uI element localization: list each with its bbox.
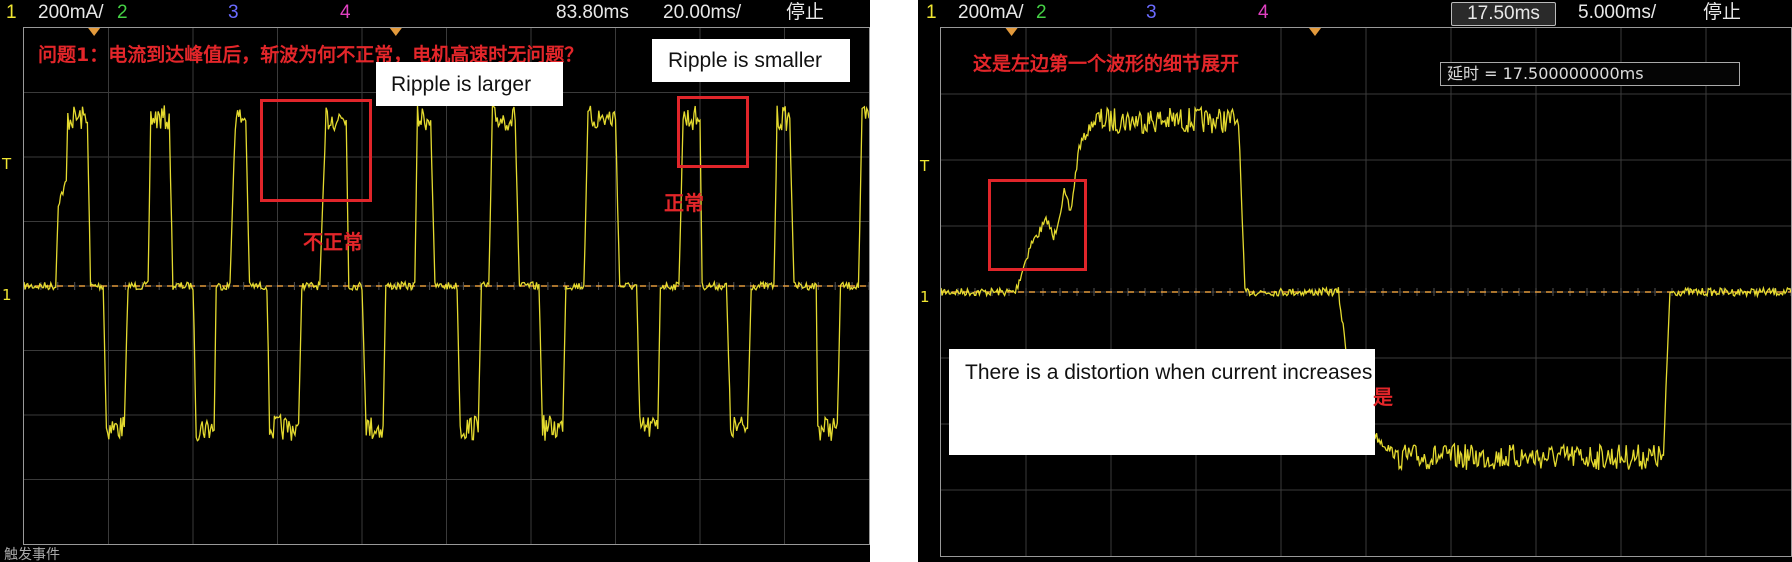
right-run-state[interactable]: 停止 [1703,2,1742,23]
left-oscilloscope-screen: 1 200mA/ 2 3 4 83.80ms 20.00ms/ 停止 T 1 问… [0,0,870,562]
left-current-trace [24,105,869,442]
right-status-bar: 1 200mA/ 2 3 4 17.50ms 5.000ms/ 停止 [918,0,1792,27]
callout-ripple-larger: Ripple is larger [376,62,563,106]
left-status-bar: 1 200mA/ 2 3 4 83.80ms 20.00ms/ 停止 [0,0,870,27]
left-channel-3-number[interactable]: 3 [228,2,239,23]
left-trigger-marker [88,28,101,36]
right-channel-3-number[interactable]: 3 [1146,2,1157,23]
left-channel-1-number[interactable]: 1 [6,2,17,23]
callout-distortion: There is a distortion when current incre… [949,349,1375,455]
right-waveform-plot [941,28,1791,556]
label-normal: 正常 [664,191,704,215]
left-channel-1-scale[interactable]: 200mA/ [38,2,104,23]
left-channel-4-number[interactable]: 4 [340,2,351,23]
label-abnormal: 不正常 [303,230,363,254]
left-trigger-marker [389,28,402,36]
left-ground-marker: 1 [2,286,12,304]
highlight-box-abnormal [260,99,372,202]
delay-readout-box[interactable]: 延时 = 17.500000000ms [1440,62,1740,86]
right-oscilloscope-screen: 1 200mA/ 2 3 4 17.50ms 5.000ms/ 停止 T 1 这… [918,0,1792,562]
left-trigger-level-marker: T [2,155,12,173]
right-title-annotation: 这是左边第一个波形的细节展开 [973,53,1240,75]
right-ground-marker: 1 [920,288,930,306]
label-fragment: 是 [1373,385,1393,409]
right-channel-1-number[interactable]: 1 [926,2,937,23]
left-run-state[interactable]: 停止 [786,2,825,23]
right-time-scale-readout[interactable]: 5.000ms/ [1578,2,1657,23]
right-channel-2-number[interactable]: 2 [1036,2,1047,23]
right-channel-1-scale[interactable]: 200mA/ [958,2,1024,23]
right-trigger-marker [1309,28,1321,36]
highlight-box-distortion [988,179,1087,271]
right-trigger-level-marker: T [920,157,930,175]
left-bottom-softkey-label[interactable]: 触发事件 [4,547,60,562]
left-waveform-grid [23,27,870,545]
right-time-delay-readout[interactable]: 17.50ms [1451,2,1556,26]
left-bottom-softkey-strip: 触发事件 [0,547,870,562]
right-channel-4-number[interactable]: 4 [1258,2,1269,23]
left-time-scale-readout[interactable]: 20.00ms/ [663,2,742,23]
left-time-delay-readout[interactable]: 83.80ms [556,2,629,23]
left-channel-2-number[interactable]: 2 [117,2,128,23]
callout-ripple-smaller: Ripple is smaller [652,39,850,82]
question-annotation: 问题1：电流到达峰值后，斩波为何不正常，电机高速时无问题？ [38,44,584,66]
highlight-box-normal [677,96,749,168]
right-waveform-grid [940,27,1792,557]
right-trigger-marker [1005,28,1018,36]
